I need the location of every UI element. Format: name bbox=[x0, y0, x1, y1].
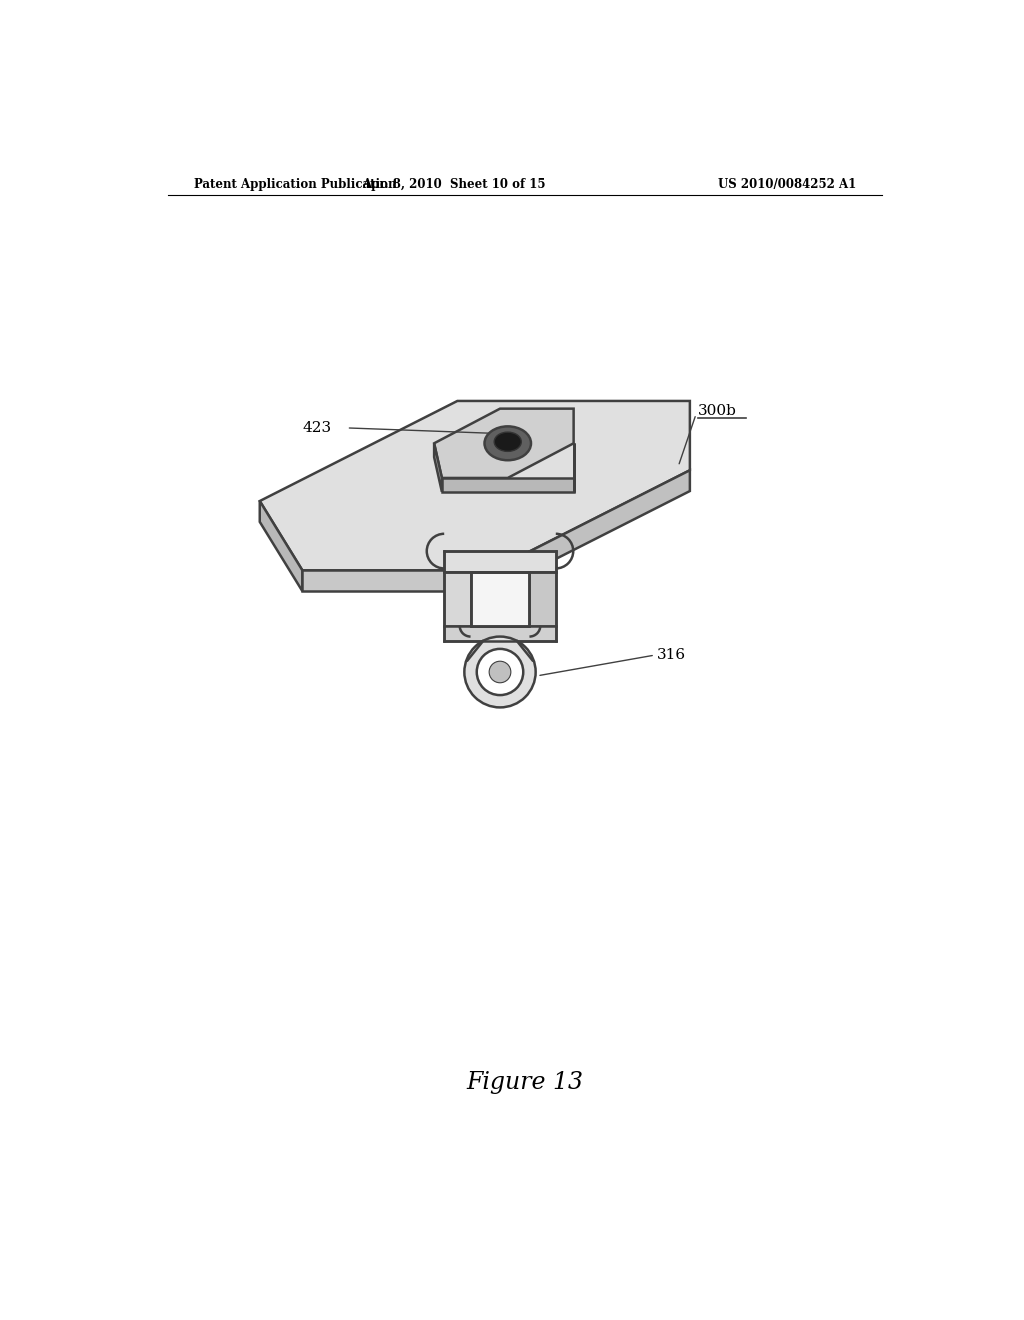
Polygon shape bbox=[260, 401, 690, 570]
Polygon shape bbox=[434, 409, 573, 478]
Text: US 2010/0084252 A1: US 2010/0084252 A1 bbox=[718, 178, 856, 190]
Text: Apr. 8, 2010  Sheet 10 of 15: Apr. 8, 2010 Sheet 10 of 15 bbox=[361, 178, 545, 190]
Polygon shape bbox=[260, 502, 302, 591]
Text: 423: 423 bbox=[302, 421, 332, 434]
Text: Patent Application Publication: Patent Application Publication bbox=[194, 178, 396, 190]
Polygon shape bbox=[444, 572, 471, 626]
Polygon shape bbox=[444, 552, 556, 572]
Polygon shape bbox=[442, 478, 573, 492]
Polygon shape bbox=[529, 572, 556, 626]
Polygon shape bbox=[302, 570, 493, 591]
Ellipse shape bbox=[464, 636, 536, 708]
Polygon shape bbox=[471, 572, 529, 626]
Ellipse shape bbox=[489, 661, 511, 682]
Text: 300b: 300b bbox=[697, 404, 736, 418]
Text: 316: 316 bbox=[656, 648, 686, 663]
Ellipse shape bbox=[495, 432, 521, 451]
Ellipse shape bbox=[484, 426, 531, 461]
Text: Figure 13: Figure 13 bbox=[466, 1071, 584, 1094]
Polygon shape bbox=[444, 626, 556, 642]
Polygon shape bbox=[434, 444, 442, 492]
Polygon shape bbox=[493, 470, 690, 591]
Ellipse shape bbox=[477, 649, 523, 696]
